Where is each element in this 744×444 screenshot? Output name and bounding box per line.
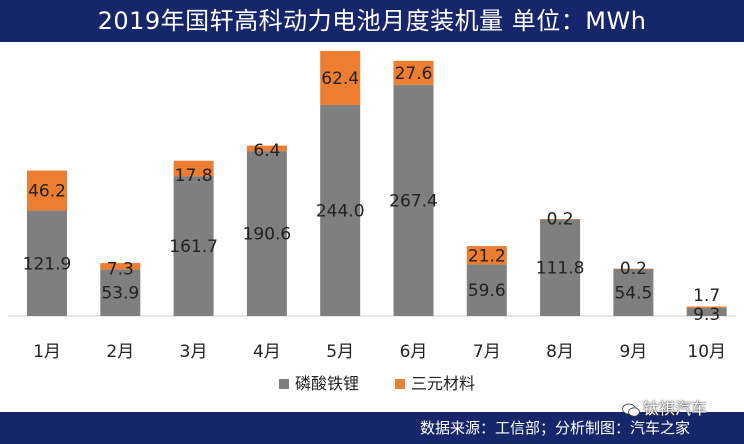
bar-lfp-8 [540,219,581,316]
label-lfp-3: 161.7 [169,237,218,257]
label-ternary-2: 7.3 [107,259,134,279]
label-ternary-5: 62.4 [321,69,359,89]
bar-lfp-6 [393,84,434,316]
x-tick-label-2: 2月 [106,342,134,362]
label-lfp-7: 59.6 [468,281,506,301]
x-tick-label-8: 8月 [546,342,574,362]
x-tick-label-4: 4月 [253,342,281,362]
watermark-text: 钛祺汽车 [643,399,708,418]
page-title: 2019年国轩高科动力电池月度装机量 单位：MWh [97,7,647,35]
label-ternary-10: 1.7 [693,286,720,306]
bar-ternary-3 [173,160,214,177]
label-lfp-4: 190.6 [243,225,292,245]
footer-bar [0,412,744,444]
x-tick-label-1: 1月 [33,342,61,362]
label-ternary-7: 21.2 [468,246,506,266]
x-tick-label-6: 6月 [400,342,428,362]
x-tick-label-7: 7月 [473,342,501,362]
legend-swatch-ternary [395,379,405,389]
x-tick-label-3: 3月 [180,342,208,362]
bar-lfp-4 [246,151,287,316]
label-lfp-9: 54.5 [614,283,652,303]
bar-lfp-5 [320,104,361,316]
wechat-icon [622,403,640,417]
bar-ternary-5 [320,50,361,105]
label-lfp-1: 121.9 [23,254,72,274]
bar-lfp-9 [613,268,654,316]
label-lfp-2: 53.9 [101,284,139,304]
label-ternary-3: 17.8 [175,166,213,186]
bar-ternary-7 [466,246,507,265]
bar-lfp-2 [100,269,141,316]
legend-label-lfp: 磷酸铁锂 [295,374,359,393]
x-tick-label-9: 9月 [619,342,647,362]
bar-lfp-3 [173,176,214,316]
bar-lfp-10 [686,307,727,316]
label-lfp-6: 267.4 [389,191,438,211]
bar-lfp-7 [466,264,507,316]
legend-swatch-lfp [279,379,289,389]
label-ternary-8: 0.2 [547,209,574,229]
source-text: 数据来源：工信部；分析制图：汽车之家 [420,419,691,437]
watermark: 钛祺汽车 [622,396,707,422]
chart: 121.9 46.2 1月 53.9 7.3 2月 161.7 17.8 3月 190.6 6.4 4… [8,50,736,393]
bar-ternary-8 [540,219,581,220]
bar-ternary-1 [27,170,67,211]
label-lfp-8: 111.8 [536,259,585,279]
bar-ternary-9 [613,268,654,270]
label-lfp-10: 9.3 [693,305,720,325]
label-lfp-5: 244.0 [316,201,365,221]
label-ternary-4: 6.4 [253,141,280,161]
bar-lfp-1 [27,210,67,316]
label-ternary-9: 0.2 [620,259,647,279]
bar-ternary-10 [686,306,727,308]
x-tick-label-5: 5月 [326,342,354,362]
label-ternary-6: 27.6 [395,64,433,84]
bar-ternary-2 [100,263,141,270]
header-bar [0,0,744,42]
bar-ternary-4 [246,145,287,152]
bar-ternary-6 [393,60,434,85]
legend-label-ternary: 三元材料 [411,374,475,393]
x-tick-label-10: 10月 [687,342,726,362]
label-ternary-1: 46.2 [28,182,66,202]
